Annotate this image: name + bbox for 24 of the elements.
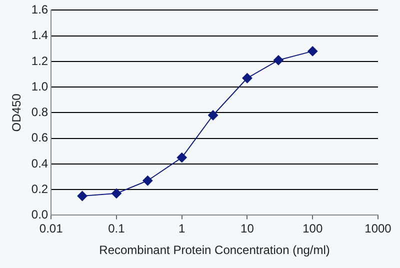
x-tick-label: 1000 bbox=[364, 222, 392, 236]
y-tick-label: 0.2 bbox=[31, 182, 48, 196]
x-tick-label: 10 bbox=[240, 222, 254, 236]
point bbox=[176, 152, 187, 163]
point bbox=[242, 73, 252, 84]
x-tick-label: 0.01 bbox=[39, 222, 64, 236]
y-tick-label: 0.4 bbox=[31, 156, 48, 170]
y-tick-label: 1.2 bbox=[31, 54, 48, 68]
y-tick-label: 0.8 bbox=[31, 105, 48, 120]
x-axis-title: Recombinant Protein Concentration (ng/ml) bbox=[99, 243, 330, 258]
y-tick-label: 1.6 bbox=[31, 2, 48, 17]
point bbox=[77, 190, 88, 201]
point bbox=[111, 188, 122, 198]
y-tick-label: 1.0 bbox=[31, 79, 48, 94]
x-tick-label: 1 bbox=[178, 222, 186, 236]
point bbox=[142, 176, 153, 186]
y-tick-label: 0.0 bbox=[31, 208, 48, 222]
x-tick-label: 100 bbox=[302, 222, 323, 236]
x-tick-label: 0.1 bbox=[108, 222, 126, 236]
y-tick-label: 0.6 bbox=[31, 130, 48, 145]
y-tick-label: 1.4 bbox=[31, 28, 48, 42]
point bbox=[308, 46, 318, 56]
y-axis-title: OD450 bbox=[10, 93, 24, 132]
point bbox=[208, 110, 218, 120]
